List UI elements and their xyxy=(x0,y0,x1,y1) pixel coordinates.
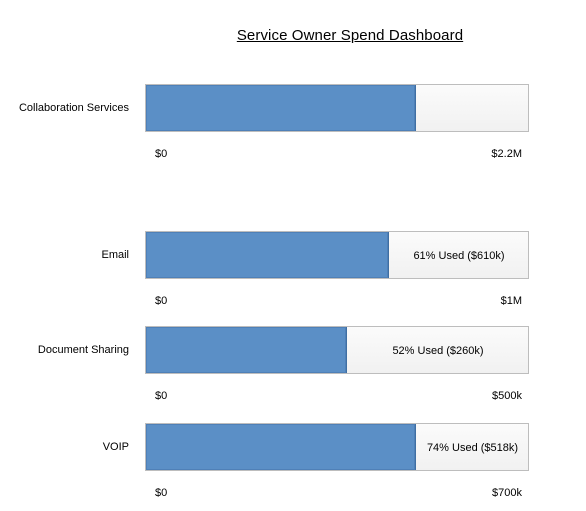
category-label: Document Sharing xyxy=(37,344,129,356)
bar-track xyxy=(145,84,529,132)
category-label: VOIP xyxy=(102,441,129,453)
bar-data-label: 74% Used ($518k) xyxy=(426,442,519,454)
category-label: Collaboration Services xyxy=(18,102,129,114)
axis-max-label: $1M xyxy=(500,295,522,307)
category-label: Email xyxy=(101,249,129,261)
chart-title: Service Owner Spend Dashboard xyxy=(236,27,464,44)
axis-max-label: $700k xyxy=(492,487,522,499)
axis-min-label: $0 xyxy=(155,390,168,402)
axis-max-label: $2.2M xyxy=(491,148,522,160)
bar-data-label: 52% Used ($260k) xyxy=(392,345,484,357)
axis-min-label: $0 xyxy=(155,295,168,307)
bar-track: 61% Used ($610k) xyxy=(145,231,529,279)
bar-fill xyxy=(146,424,416,470)
bar-track: 52% Used ($260k) xyxy=(145,326,529,374)
bar-fill xyxy=(146,232,389,278)
bar-fill xyxy=(146,327,347,373)
bar-track: 74% Used ($518k) xyxy=(145,423,529,471)
axis-min-label: $0 xyxy=(155,487,168,499)
axis-min-label: $0 xyxy=(155,148,168,160)
bar-fill xyxy=(146,85,416,131)
axis-max-label: $500k xyxy=(492,390,522,402)
bar-data-label: 61% Used ($610k) xyxy=(413,250,505,262)
